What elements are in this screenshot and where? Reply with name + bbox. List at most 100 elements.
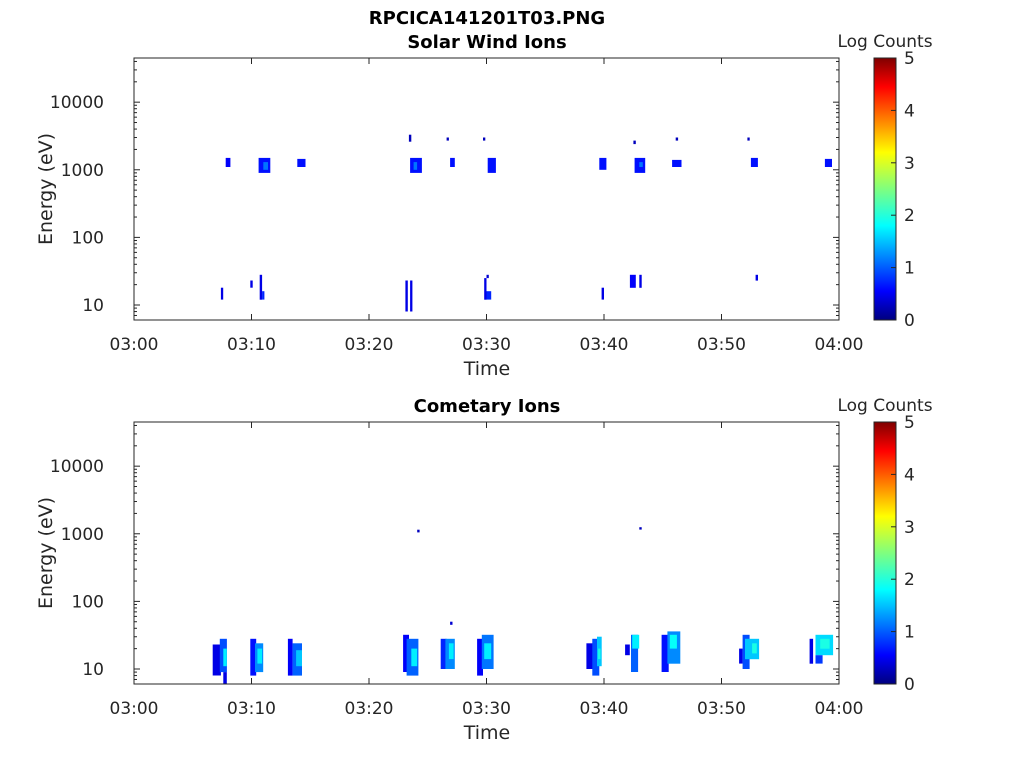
heatmap-cell bbox=[405, 280, 408, 312]
panel-title: Solar Wind Ions bbox=[407, 32, 566, 53]
heatmap-cell bbox=[487, 157, 496, 173]
heatmap-cell bbox=[483, 137, 486, 141]
colorbar-tick-label: 1 bbox=[904, 623, 915, 643]
x-tick-label: 03:20 bbox=[345, 335, 394, 355]
heatmap-cell bbox=[220, 287, 224, 300]
x-tick-label: 03:40 bbox=[580, 335, 629, 355]
colorbar-ticks: 0 1 2 3 4 5 bbox=[891, 413, 915, 695]
heatmap-cell bbox=[824, 158, 832, 167]
x-tick-label: 03:00 bbox=[110, 699, 159, 719]
x-tick-label: 03:30 bbox=[462, 335, 511, 355]
x-axis-label: Time bbox=[463, 722, 511, 744]
colorbar-tick-label: 0 bbox=[904, 311, 915, 331]
colorbar-tick-label: 4 bbox=[904, 465, 915, 485]
x-tick-label: 03:50 bbox=[697, 335, 746, 355]
heatmap-cell bbox=[486, 291, 492, 300]
heatmap-cell bbox=[639, 162, 643, 167]
colorbar-tick-label: 1 bbox=[904, 259, 915, 279]
y-tick-label: 100 bbox=[72, 592, 104, 612]
heatmap-cell bbox=[745, 638, 760, 660]
heatmap-cell bbox=[592, 638, 600, 676]
heatmap-cell bbox=[417, 529, 420, 533]
heatmap-cells bbox=[212, 527, 834, 684]
heatmap-cell bbox=[259, 274, 263, 300]
heatmap-cell bbox=[297, 158, 306, 167]
colorbar-tick-label: 5 bbox=[904, 49, 915, 69]
heatmap-cell bbox=[257, 648, 263, 664]
heatmap-cell bbox=[601, 287, 604, 300]
heatmap-cell bbox=[408, 134, 412, 142]
colorbar-tick-label: 4 bbox=[904, 101, 915, 121]
x-tick-label: 03:20 bbox=[345, 699, 394, 719]
colorbar-label: Log Counts bbox=[837, 396, 932, 416]
colorbar-ticks: 0 1 2 3 4 5 bbox=[891, 49, 915, 331]
heatmap-cell bbox=[450, 157, 455, 167]
colorbar-tick-label: 0 bbox=[904, 675, 915, 695]
heatmap-cell bbox=[755, 274, 758, 281]
figure-title: RPCICA141201T03.PNG bbox=[369, 8, 605, 29]
heatmap-cell bbox=[739, 648, 743, 664]
heatmap-cell bbox=[484, 643, 492, 660]
colorbar-label: Log Counts bbox=[837, 32, 932, 52]
heatmap-cell bbox=[599, 157, 607, 170]
x-tick-label: 04:00 bbox=[815, 335, 864, 355]
x-ticks: 03:00 03:10 03:20 03:30 03:40 03:50 04:00 bbox=[110, 58, 864, 355]
heatmap-cell bbox=[440, 638, 447, 669]
colorbar bbox=[873, 421, 897, 685]
y-ticks: 10 100 1000 10000 bbox=[50, 60, 839, 321]
heatmap-cells bbox=[220, 134, 832, 312]
heatmap-cell bbox=[225, 157, 231, 167]
heatmap-cell bbox=[411, 648, 418, 667]
heatmap-cell bbox=[450, 621, 453, 625]
panel-title: Cometary Ions bbox=[414, 396, 561, 417]
heatmap-cell bbox=[747, 137, 750, 141]
heatmap-cell bbox=[633, 140, 636, 145]
y-tick-label: 100 bbox=[72, 228, 104, 248]
heatmap-cell bbox=[287, 638, 293, 676]
colorbar bbox=[873, 57, 897, 321]
heatmap-cell bbox=[296, 650, 302, 667]
heatmap-cell bbox=[639, 274, 642, 288]
heatmap-cell bbox=[486, 274, 489, 279]
y-tick-label: 10000 bbox=[50, 93, 104, 113]
heatmap-cell bbox=[629, 274, 636, 288]
y-tick-label: 10 bbox=[82, 296, 104, 316]
heatmap-cell bbox=[625, 644, 630, 656]
x-tick-label: 03:10 bbox=[227, 699, 276, 719]
x-tick-label: 03:50 bbox=[697, 699, 746, 719]
heatmap-cell bbox=[212, 644, 221, 676]
heatmap-cell bbox=[446, 137, 449, 141]
y-axis-label: Energy (eV) bbox=[35, 497, 57, 609]
x-tick-label: 03:10 bbox=[227, 335, 276, 355]
heatmap-cell bbox=[448, 643, 454, 660]
heatmap-cell bbox=[750, 157, 758, 167]
x-tick-label: 03:00 bbox=[110, 335, 159, 355]
x-ticks: 03:00 03:10 03:20 03:30 03:40 03:50 04:00 bbox=[110, 422, 864, 719]
heatmap-cell bbox=[223, 672, 227, 684]
heatmap-cell bbox=[661, 634, 669, 672]
heatmap-cell bbox=[631, 634, 639, 672]
heatmap-cell bbox=[752, 643, 757, 654]
heatmap-cell bbox=[815, 655, 823, 664]
x-axis-label: Time bbox=[463, 358, 511, 380]
heatmap-cell bbox=[250, 638, 257, 676]
heatmap-cell bbox=[413, 162, 418, 170]
colorbar-tick-label: 5 bbox=[904, 413, 915, 433]
heatmap-cell bbox=[477, 638, 483, 676]
x-tick-label: 03:40 bbox=[580, 699, 629, 719]
heatmap-cell bbox=[586, 643, 594, 669]
colorbar-tick-label: 2 bbox=[904, 206, 915, 226]
y-axis-label: Energy (eV) bbox=[35, 133, 57, 245]
heatmap-cell bbox=[675, 137, 679, 141]
heatmap-cell bbox=[484, 278, 487, 300]
heatmap-cell bbox=[263, 162, 268, 170]
heatmap-cell bbox=[403, 634, 409, 672]
heatmap-cell bbox=[250, 280, 253, 288]
heatmap-cell bbox=[672, 159, 682, 167]
y-tick-label: 10000 bbox=[50, 457, 104, 477]
y-ticks: 10 100 1000 10000 bbox=[50, 424, 839, 685]
x-tick-label: 04:00 bbox=[815, 699, 864, 719]
